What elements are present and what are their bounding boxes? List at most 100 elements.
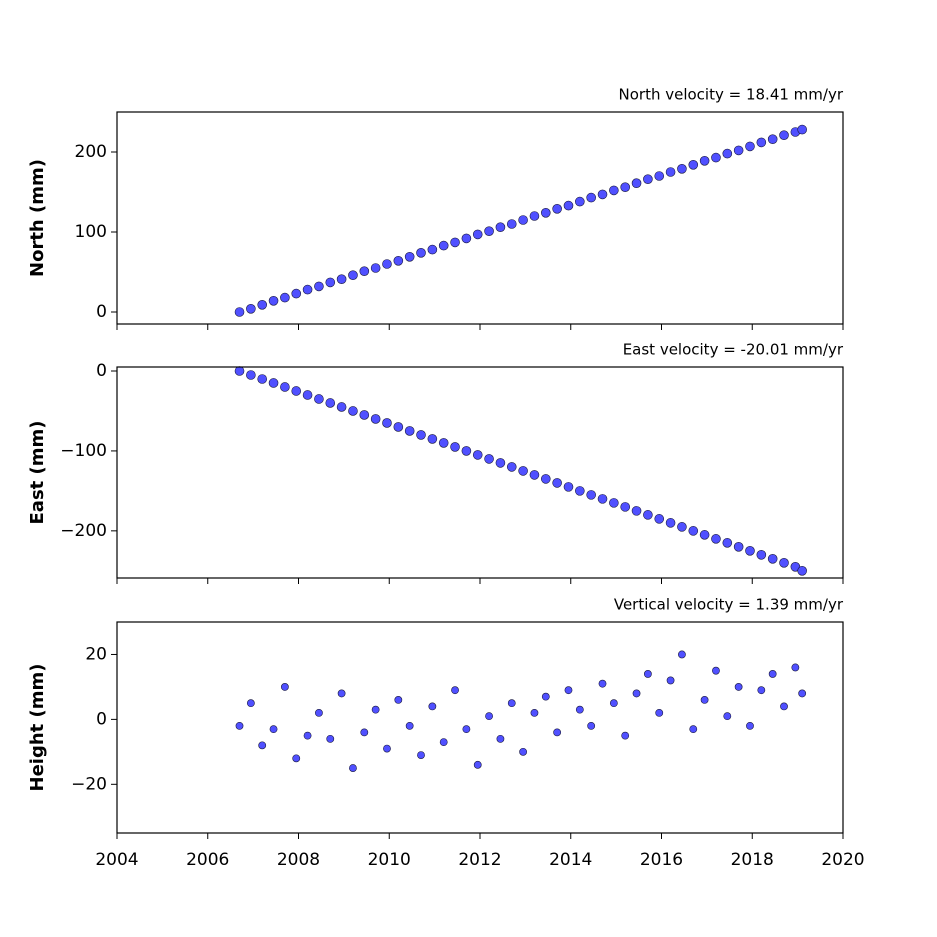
- data-point: [597, 494, 608, 504]
- data-point: [529, 470, 540, 480]
- data-point: [541, 692, 550, 701]
- data-point: [632, 689, 641, 698]
- data-point: [370, 263, 381, 273]
- data-point: [797, 566, 807, 576]
- data-point: [723, 712, 732, 721]
- data-point: [654, 171, 665, 181]
- data-point: [768, 670, 777, 678]
- data-point: [427, 244, 438, 255]
- data-point: [496, 734, 505, 743]
- data-point: [383, 744, 391, 753]
- data-point: [677, 164, 687, 174]
- data-point: [404, 426, 415, 436]
- data-point: [234, 366, 245, 376]
- data-point: [360, 728, 369, 737]
- data-point: [575, 196, 585, 207]
- data-point: [609, 699, 618, 708]
- data-point: [712, 666, 720, 675]
- data-point: [280, 683, 289, 691]
- data-point: [438, 438, 449, 448]
- data-point: [609, 498, 619, 508]
- data-point: [451, 686, 459, 695]
- data-point: [427, 434, 438, 444]
- y-tick-label: 0: [96, 709, 107, 729]
- data-point: [405, 721, 414, 730]
- panel-title: East velocity = -20.01 mm/yr: [623, 341, 844, 359]
- data-point: [428, 702, 437, 711]
- data-point: [665, 518, 676, 528]
- data-point: [291, 386, 302, 396]
- data-point: [370, 414, 381, 424]
- data-point: [257, 374, 268, 384]
- data-point: [382, 418, 392, 428]
- data-point: [587, 721, 596, 730]
- data-point: [756, 550, 767, 560]
- data-point: [586, 192, 596, 203]
- data-point: [268, 378, 279, 388]
- data-point: [643, 174, 653, 184]
- data-point: [382, 259, 392, 269]
- data-point: [314, 394, 324, 404]
- data-point: [733, 542, 744, 552]
- x-tick-label: 2018: [731, 850, 774, 870]
- data-point: [699, 530, 710, 540]
- x-tick-label: 2006: [186, 850, 229, 870]
- data-point: [506, 462, 517, 472]
- data-point: [484, 226, 494, 236]
- data-point: [529, 211, 540, 221]
- data-point: [597, 189, 608, 200]
- data-point: [688, 160, 699, 170]
- data-point: [745, 546, 755, 556]
- y-tick-label: 100: [75, 222, 107, 242]
- y-axis-label: North (mm): [27, 159, 48, 277]
- data-point: [518, 466, 528, 476]
- data-point: [798, 689, 807, 698]
- data-point: [631, 178, 642, 188]
- data-point: [797, 124, 807, 135]
- data-point: [246, 699, 255, 708]
- y-tick-label: 200: [75, 142, 107, 162]
- x-tick-label: 2008: [277, 850, 320, 870]
- data-point: [450, 237, 460, 248]
- data-point: [756, 137, 767, 148]
- data-point: [767, 134, 778, 144]
- axes-frame: [116, 111, 844, 325]
- y-tick-label: 20: [85, 644, 107, 664]
- data-point: [472, 229, 483, 240]
- data-point: [711, 534, 721, 544]
- data-point: [473, 760, 482, 769]
- x-tick-label: 2004: [95, 850, 138, 870]
- data-point: [620, 182, 631, 192]
- data-point: [598, 679, 607, 688]
- data-point: [575, 705, 584, 714]
- data-point: [552, 204, 562, 214]
- data-point: [462, 725, 471, 734]
- data-point: [326, 734, 335, 743]
- data-point: [689, 725, 698, 734]
- data-point: [643, 510, 653, 520]
- data-point: [734, 683, 743, 691]
- data-point: [746, 721, 754, 730]
- data-point: [461, 446, 472, 456]
- data-point: [325, 398, 336, 408]
- data-point: [722, 148, 733, 159]
- data-point: [563, 482, 574, 492]
- y-tick-label: −200: [60, 521, 107, 541]
- x-tick-label: 2014: [549, 850, 592, 870]
- data-point: [314, 281, 324, 292]
- data-point: [586, 490, 596, 500]
- data-point: [371, 705, 380, 714]
- data-point: [631, 506, 642, 516]
- data-point: [280, 382, 290, 392]
- data-point: [654, 514, 665, 524]
- x-tick-label: 2010: [368, 850, 411, 870]
- data-point: [291, 288, 302, 299]
- data-point: [666, 676, 675, 685]
- data-point: [563, 200, 574, 211]
- data-point: [359, 266, 370, 277]
- data-point: [564, 686, 573, 695]
- data-point: [315, 708, 323, 717]
- data-point: [280, 292, 290, 303]
- data-point: [417, 751, 425, 759]
